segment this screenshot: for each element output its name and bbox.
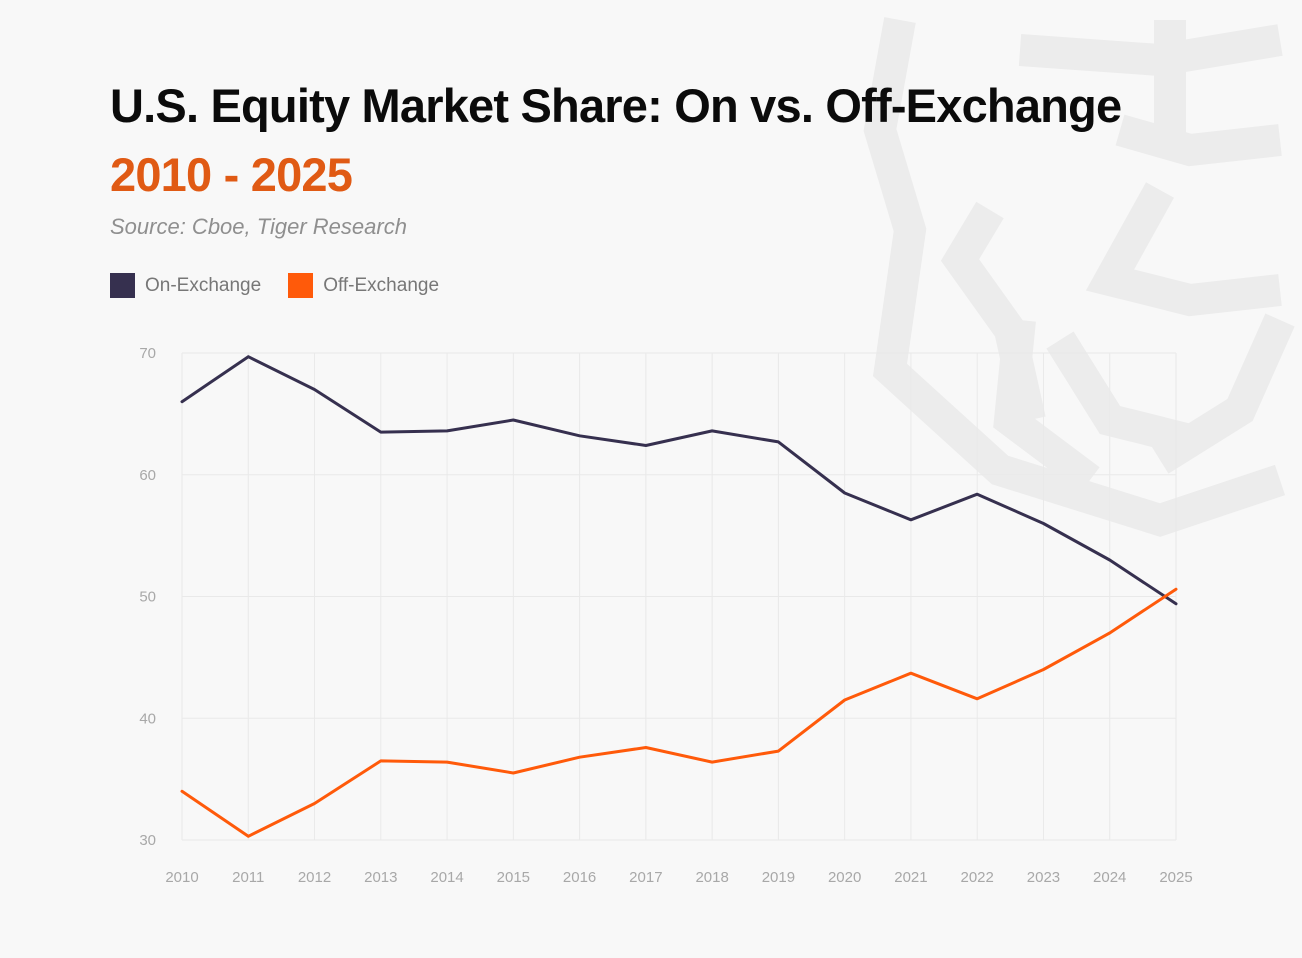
- data-point-on-exchange-2014: [446, 429, 449, 432]
- data-point-on-exchange-2012: [313, 388, 316, 391]
- legend-label-off-exchange: Off-Exchange: [323, 274, 440, 296]
- x-tick-label-2012: 2012: [298, 869, 331, 886]
- x-tick-label-2015: 2015: [497, 869, 530, 886]
- data-point-off-exchange-2025: [1175, 588, 1178, 591]
- data-point-off-exchange-2019: [777, 750, 780, 753]
- y-tick-label-50: 50: [139, 589, 156, 606]
- x-tick-label-2018: 2018: [695, 869, 728, 886]
- data-point-on-exchange-2023: [1042, 522, 1045, 525]
- x-tick-label-2011: 2011: [232, 869, 264, 886]
- data-point-on-exchange-2025: [1175, 602, 1178, 605]
- data-point-off-exchange-2015: [512, 772, 515, 775]
- x-tick-label-2022: 2022: [961, 869, 994, 886]
- legend-item-on-exchange: On-Exchange: [110, 273, 261, 298]
- series-line-off-exchange: [180, 587, 1178, 838]
- data-point-on-exchange-2021: [909, 518, 912, 521]
- chart-source: Source: Cboe, Tiger Research: [110, 214, 407, 239]
- data-point-off-exchange-2022: [976, 697, 979, 700]
- legend-swatch-on-exchange: [110, 273, 135, 298]
- data-point-off-exchange-2017: [644, 746, 647, 749]
- data-point-off-exchange-2011: [247, 835, 250, 838]
- x-tick-label-2023: 2023: [1027, 869, 1060, 886]
- x-tick-label-2010: 2010: [165, 869, 198, 886]
- legend-item-off-exchange: Off-Exchange: [288, 273, 439, 298]
- x-tick-label-2025: 2025: [1159, 869, 1192, 886]
- x-tick-label-2017: 2017: [629, 869, 662, 886]
- data-point-off-exchange-2010: [181, 790, 184, 793]
- y-tick-label-30: 30: [139, 832, 156, 849]
- data-point-on-exchange-2019: [777, 440, 780, 443]
- data-point-on-exchange-2013: [379, 431, 382, 434]
- legend-swatch-off-exchange: [288, 273, 314, 298]
- data-point-on-exchange-2010: [181, 400, 184, 403]
- data-point-off-exchange-2016: [578, 756, 581, 759]
- data-point-off-exchange-2013: [379, 759, 382, 762]
- legend-label-on-exchange: On-Exchange: [145, 274, 262, 296]
- x-tick-label-2021: 2021: [894, 869, 927, 886]
- data-point-on-exchange-2016: [578, 434, 581, 437]
- y-tick-label-60: 60: [139, 467, 156, 484]
- data-point-on-exchange-2022: [976, 493, 979, 496]
- data-point-on-exchange-2015: [512, 418, 515, 421]
- data-point-off-exchange-2020: [843, 698, 846, 701]
- x-tick-label-2020: 2020: [828, 869, 861, 886]
- chart-subtitle: 2010 - 2025: [110, 148, 353, 201]
- data-point-on-exchange-2020: [843, 492, 846, 495]
- data-point-off-exchange-2012: [313, 802, 316, 805]
- x-tick-label-2016: 2016: [563, 869, 596, 886]
- data-point-off-exchange-2018: [711, 761, 714, 764]
- x-tick-label-2013: 2013: [364, 869, 397, 886]
- y-tick-label-70: 70: [139, 345, 156, 362]
- x-tick-label-2024: 2024: [1093, 869, 1126, 886]
- data-point-on-exchange-2011: [247, 355, 250, 358]
- x-tick-label-2019: 2019: [762, 869, 795, 886]
- chart-legend: On-Exchange Off-Exchange: [110, 273, 466, 298]
- data-point-on-exchange-2017: [644, 444, 647, 447]
- x-tick-label-2014: 2014: [430, 869, 463, 886]
- data-point-off-exchange-2023: [1042, 668, 1045, 671]
- data-point-on-exchange-2018: [711, 429, 714, 432]
- data-point-off-exchange-2014: [446, 761, 449, 764]
- data-point-off-exchange-2021: [909, 672, 912, 675]
- chart-title: U.S. Equity Market Share: On vs. Off-Exc…: [110, 79, 1122, 132]
- series-line-on-exchange: [180, 355, 1178, 606]
- data-point-on-exchange-2024: [1108, 558, 1111, 561]
- y-tick-label-40: 40: [139, 710, 156, 727]
- data-point-off-exchange-2024: [1108, 632, 1111, 635]
